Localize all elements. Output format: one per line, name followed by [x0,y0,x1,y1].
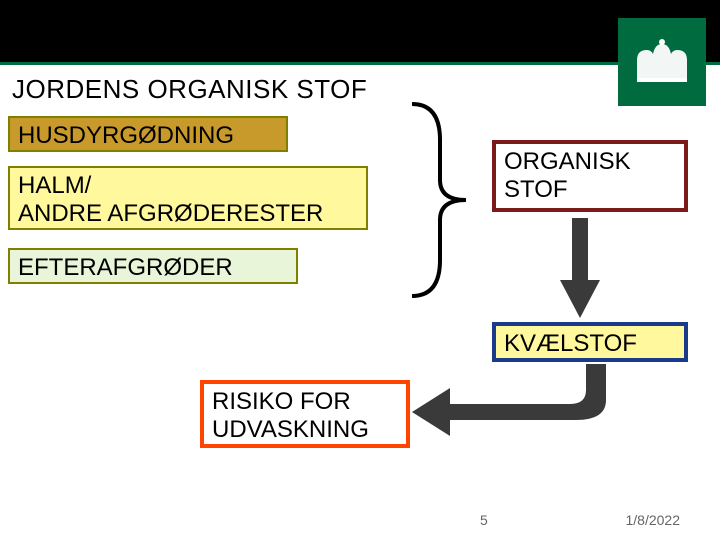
footer-date: 1/8/2022 [626,512,681,528]
header-rule [0,62,720,65]
box-halm: HALM/ANDRE AFGRØDERESTER [8,166,368,230]
curly-brace [400,100,480,300]
footer-page-number: 5 [480,512,488,528]
box-efterafgroder: EFTERAFGRØDER [8,248,298,284]
arrow-down-icon [560,218,600,318]
crown-icon [631,38,693,86]
box-organisk-stof: ORGANISK STOF [492,140,688,212]
top-black-bar [0,0,720,62]
page-title: JORDENS ORGANISK STOF [12,74,367,105]
box-risiko: RISIKO FOR UDVASKNING [200,380,410,448]
logo-square [618,18,706,106]
box-kvaelstof: KVÆLSTOF [492,322,688,362]
arrow-curve-icon [410,360,620,440]
box-husdyrgodning: HUSDYRGØDNING [8,116,288,152]
